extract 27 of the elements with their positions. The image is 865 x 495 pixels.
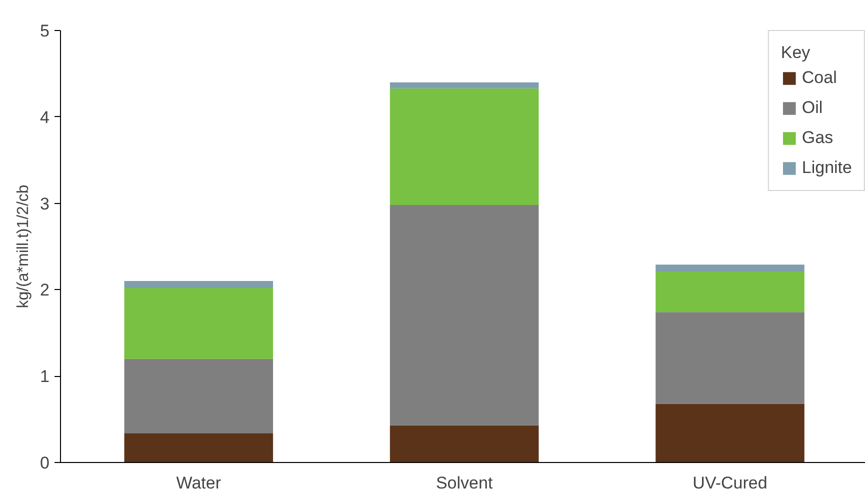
x-tick-label: Solvent [436, 474, 493, 492]
bar [390, 425, 539, 462]
bar [390, 88, 539, 206]
bar [656, 312, 804, 404]
bar [124, 358, 274, 434]
bar [124, 288, 274, 359]
bar [656, 404, 804, 462]
y-tick-label: 2 [40, 280, 50, 300]
legend-label: Oil [802, 98, 823, 118]
legend-label: Gas [802, 128, 834, 148]
bar [656, 264, 804, 272]
y-tick-label: 3 [40, 194, 50, 214]
legend-title: Key [780, 43, 812, 63]
legend-label: Lignite [802, 158, 852, 178]
x-tick-label: UV-Cured [692, 474, 768, 492]
y-tick-label: 5 [40, 22, 50, 40]
y-tick-label: 1 [40, 367, 50, 386]
bar [124, 281, 274, 288]
legend-label: Coal [802, 68, 837, 88]
y-axis-title: kg/(a*mill.t)1/2/cb [15, 184, 32, 308]
bar [390, 82, 539, 88]
y-tick-label: 0 [40, 454, 50, 472]
bar [124, 433, 274, 462]
x-tick-label: Water [176, 474, 222, 492]
bar [390, 205, 539, 426]
bar [656, 272, 804, 312]
y-tick-label: 4 [40, 108, 50, 127]
